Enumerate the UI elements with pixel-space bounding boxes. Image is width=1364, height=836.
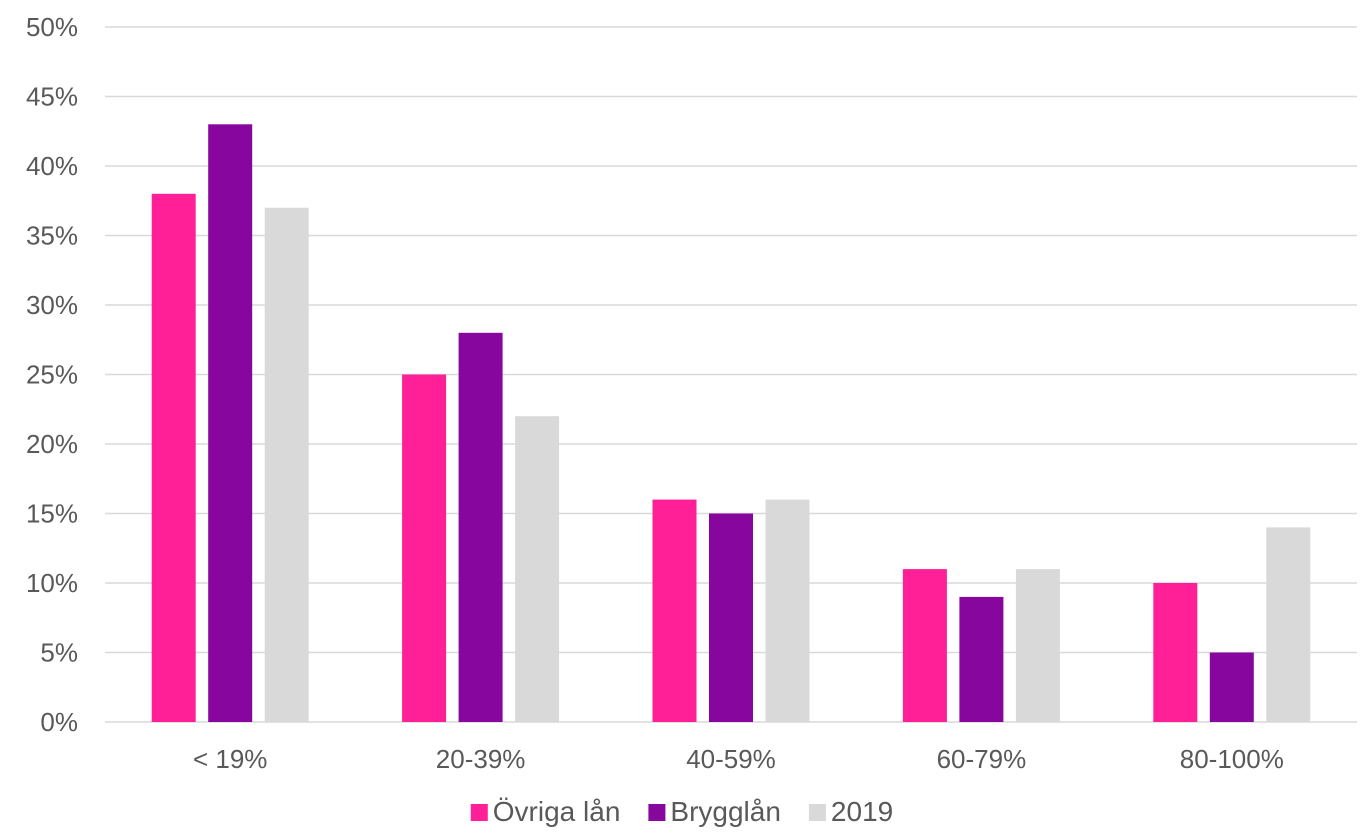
y-tick-label: 25% xyxy=(26,360,78,390)
legend-item: Övriga lån xyxy=(470,796,621,827)
x-tick-label: 20-39% xyxy=(436,744,526,774)
legend-label: Övriga lån xyxy=(493,796,621,827)
bar xyxy=(709,513,753,722)
y-tick-label: 5% xyxy=(40,638,78,668)
legend-label: Brygglån xyxy=(670,796,781,827)
y-tick-label: 30% xyxy=(26,290,78,320)
y-tick-label: 40% xyxy=(26,151,78,181)
x-axis-tick-labels: < 19% 20-39% 40-59% 60-79% 80-100% xyxy=(193,744,1284,774)
y-tick-label: 15% xyxy=(26,499,78,529)
y-tick-label: 20% xyxy=(26,429,78,459)
bars xyxy=(151,124,1311,723)
y-tick-label: 0% xyxy=(40,707,78,737)
x-tick-label: 80-100% xyxy=(1180,744,1284,774)
bar xyxy=(515,416,560,722)
x-tick-label: 60-79% xyxy=(937,744,1027,774)
bar xyxy=(1015,569,1060,722)
legend: Övriga lån Brygglån 2019 xyxy=(470,796,893,827)
bar xyxy=(765,499,810,722)
bar xyxy=(458,332,503,722)
y-tick-label: 50% xyxy=(26,12,78,42)
legend-item: Brygglån xyxy=(648,796,781,827)
bar xyxy=(902,569,947,722)
legend-label: 2019 xyxy=(831,796,893,827)
x-tick-label: < 19% xyxy=(193,744,267,774)
y-tick-label: 45% xyxy=(26,82,78,112)
legend-swatch xyxy=(648,804,666,821)
legend-item: 2019 xyxy=(808,796,893,827)
y-axis-tick-labels: 0% 5% 10% 15% 20% 25% 30% 35% 40% 45% 50% xyxy=(26,12,78,737)
gridlines xyxy=(105,26,1357,723)
y-tick-label: 10% xyxy=(26,568,78,598)
legend-swatch xyxy=(470,804,488,821)
bar xyxy=(402,374,447,722)
bar xyxy=(208,124,253,723)
bar xyxy=(264,207,309,722)
bar xyxy=(959,596,1004,722)
y-tick-label: 35% xyxy=(26,221,78,251)
bar xyxy=(1153,583,1198,722)
x-tick-label: 40-59% xyxy=(686,744,776,774)
bar xyxy=(1266,527,1311,722)
bar xyxy=(1209,652,1254,722)
bar xyxy=(151,193,196,723)
bar xyxy=(652,499,697,722)
legend-swatch xyxy=(808,804,826,821)
